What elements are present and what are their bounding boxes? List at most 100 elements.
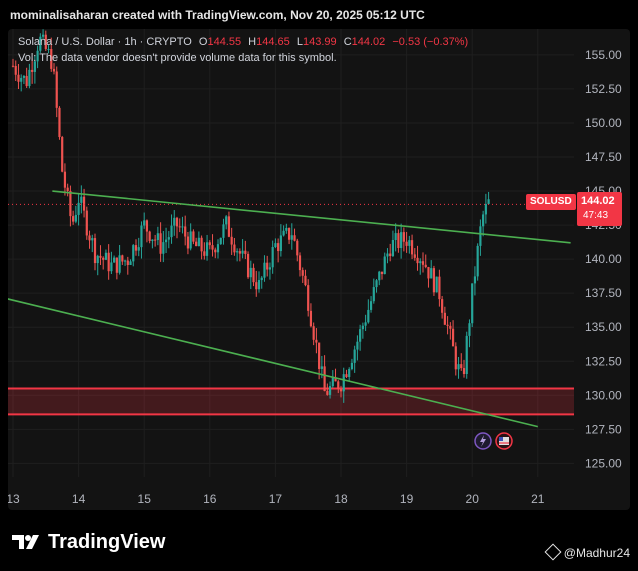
candle-body (391, 240, 395, 257)
price-chart[interactable]: 155.00152.50150.00147.50145.00142.50140.… (8, 29, 630, 510)
candle-body (110, 262, 113, 272)
candle-body (400, 232, 403, 249)
candle-body (143, 220, 146, 226)
candle-body (203, 251, 206, 256)
x-tick-label: 20 (466, 492, 480, 506)
diamond-icon (544, 543, 562, 561)
candle-body (93, 238, 97, 264)
candle-body (427, 267, 430, 279)
low-value: 143.99 (302, 36, 337, 48)
candle-body (159, 233, 162, 254)
x-tick-label: 16 (203, 492, 217, 506)
candle-body (255, 282, 258, 290)
candle-body (208, 242, 211, 246)
candle-body (28, 69, 31, 87)
candle-body (307, 285, 310, 311)
candle-body (252, 267, 255, 283)
candle-body (460, 364, 463, 369)
candle-body (339, 389, 343, 392)
candle-body (361, 325, 364, 330)
y-tick-label: 140.00 (585, 252, 622, 266)
x-tick-label: 18 (334, 492, 348, 506)
support-zone (8, 388, 574, 415)
tradingview-logo-icon (12, 535, 39, 549)
candle-body (298, 255, 302, 271)
candle-body (113, 257, 116, 263)
y-tick-label: 132.50 (585, 354, 622, 368)
candle-body (372, 287, 375, 302)
candle-body (129, 261, 132, 266)
chart-panel[interactable]: 155.00152.50150.00147.50145.00142.50140.… (8, 29, 630, 510)
candle-body (348, 369, 351, 378)
candle-body (312, 326, 315, 340)
candle-body (44, 34, 47, 50)
candle-body (61, 137, 64, 172)
candle-body (72, 216, 75, 222)
candle-body (473, 276, 477, 284)
candle-body (233, 244, 236, 253)
candle-body (402, 232, 405, 242)
candle-body (293, 235, 296, 241)
candle-body (424, 264, 427, 268)
candle-body (88, 235, 91, 241)
candle-body (260, 277, 263, 281)
candle-body (96, 255, 99, 264)
y-tick-label: 135.00 (585, 320, 622, 334)
candle-body (359, 329, 362, 342)
candle-body (205, 242, 209, 256)
x-tick-label: 13 (8, 492, 20, 506)
candle-body (200, 237, 203, 252)
candle-body (487, 199, 490, 205)
candle-body (408, 240, 411, 246)
candle-body (446, 324, 449, 326)
candle-body (20, 77, 23, 82)
event-markers[interactable] (474, 432, 520, 450)
candle-body (36, 50, 39, 62)
candle-body (285, 227, 288, 231)
candle-body (118, 255, 121, 273)
candle-body (241, 250, 244, 254)
candle-body (58, 107, 61, 138)
flag-canton-icon (499, 437, 503, 441)
symbol-name[interactable]: Solana / U.S. Dollar · 1h · CRYPTO (18, 36, 192, 48)
y-tick-label: 152.50 (585, 82, 622, 96)
y-tick-label: 137.50 (585, 286, 622, 300)
candle-body (31, 69, 34, 72)
candle-body (91, 238, 94, 241)
candle-body (353, 349, 356, 363)
candle-body (236, 251, 239, 253)
candle-body (156, 233, 159, 241)
candle-body (438, 276, 441, 300)
candle-body (249, 267, 252, 278)
close-value: 144.02 (351, 36, 386, 48)
candle-body (47, 48, 50, 50)
candle-body (421, 261, 425, 265)
candle-body (462, 368, 466, 375)
candle-body (405, 241, 408, 246)
candle-body (479, 226, 482, 246)
candle-body (121, 255, 124, 262)
candle-body (164, 239, 168, 243)
tradingview-brand[interactable]: TradingView (12, 530, 165, 554)
candle-body (170, 225, 173, 238)
candle-body (304, 275, 307, 286)
candle-body (55, 71, 58, 108)
candle-body (151, 239, 154, 241)
candle-body (175, 217, 179, 227)
candle-body (274, 243, 277, 248)
candle-body (315, 339, 318, 343)
candle-body (454, 346, 457, 370)
candle-body (22, 75, 26, 78)
candle-body (189, 231, 192, 249)
candle-body (266, 262, 269, 270)
candle-body (230, 236, 233, 245)
open-label: O (198, 36, 208, 48)
candle-body (356, 341, 359, 350)
candle-body (14, 65, 17, 75)
candle-body (416, 257, 419, 264)
candle-body (85, 210, 88, 236)
candle-body (451, 328, 455, 347)
candle-body (41, 34, 45, 37)
candle-body (80, 196, 83, 203)
candle-body (52, 68, 56, 72)
